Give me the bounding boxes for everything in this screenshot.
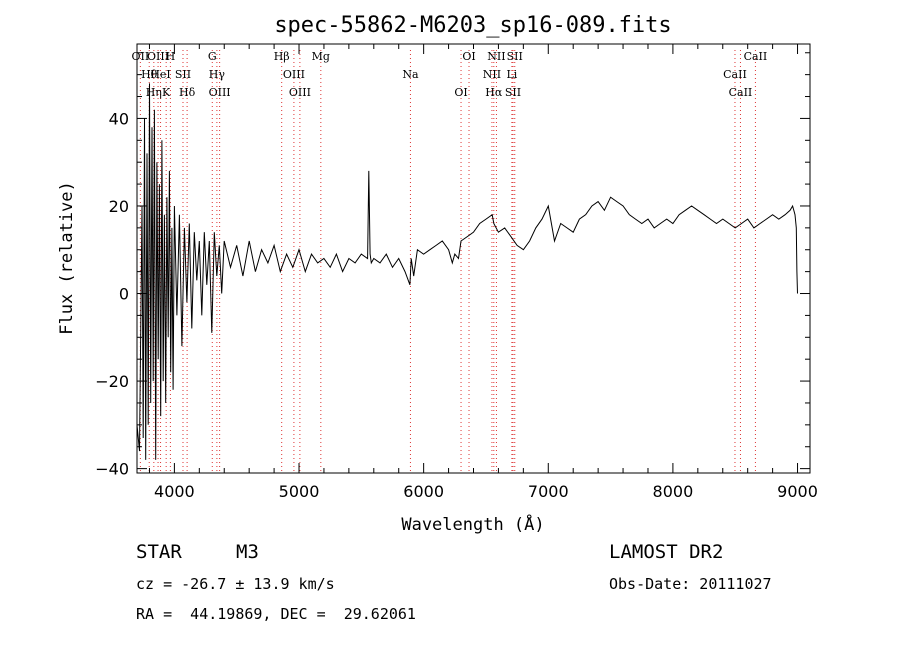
x-axis-label: Wavelength (Å) xyxy=(401,513,544,535)
line-label-24: Li xyxy=(506,68,517,81)
line-label-16: Na xyxy=(402,68,419,81)
line-label-22: SII xyxy=(505,86,521,99)
line-label-17: OI xyxy=(454,86,467,99)
y-tick-label-0: −40 xyxy=(95,460,129,479)
line-label-14: Hβ xyxy=(274,50,290,63)
plot-frame xyxy=(136,43,811,474)
line-label-13: OIII xyxy=(283,68,305,81)
x-tick-label-4: 8000 xyxy=(653,482,694,501)
spectrum-series-line xyxy=(136,83,798,460)
line-label-11: G xyxy=(208,50,217,63)
line-label-6: SII xyxy=(175,68,191,81)
line-label-25: CaII xyxy=(729,86,753,99)
object-class: STAR xyxy=(136,541,182,563)
line-label-4: K xyxy=(162,86,171,99)
y-tick-label-2: 0 xyxy=(119,285,129,304)
object-subclass: M3 xyxy=(236,541,259,563)
chart-title: spec-55862-M6203_sp16-089.fits xyxy=(274,13,671,38)
y-tick-label-1: −20 xyxy=(95,372,129,391)
axis-ticks: 4000 5000 6000 7000 8000 9000 −40 −20 0 20 40 xyxy=(95,44,818,501)
line-label-7: H xyxy=(166,50,176,63)
line-label-9: OIII xyxy=(209,86,231,99)
line-label-27: CaII xyxy=(744,50,768,63)
survey-name: LAMOST DR2 xyxy=(609,541,724,563)
line-label-18: OI xyxy=(462,50,475,63)
line-label-2: OIII xyxy=(147,50,169,63)
x-tick-label-5: 9000 xyxy=(777,482,818,501)
line-label-15: Mg xyxy=(312,50,330,63)
redshift-cz: cz = -26.7 ± 13.9 km/s xyxy=(136,575,335,593)
x-tick-label-1: 5000 xyxy=(279,482,320,501)
emission-line-markers xyxy=(139,50,756,473)
line-labels: OII Hθ Hη OIII HeI K H SII Hδ G Hγ OIII Hβ OIII OIII Mg… xyxy=(132,50,768,99)
line-label-12: OIII xyxy=(289,86,311,99)
line-label-8: Hδ xyxy=(179,86,196,99)
coordinates: RA = 44.19869, DEC = 29.62061 xyxy=(136,605,416,623)
line-label-3: Hη xyxy=(146,86,162,99)
observation-date: Obs-Date: 20111027 xyxy=(609,575,772,593)
y-tick-label-3: 20 xyxy=(109,197,129,216)
line-label-23: SII xyxy=(507,50,523,63)
line-label-20: NII xyxy=(483,68,501,81)
line-label-21: NII xyxy=(487,50,505,63)
line-label-0: Hθ xyxy=(141,68,158,81)
line-label-1: OII xyxy=(132,50,150,63)
x-tick-label-0: 4000 xyxy=(154,482,195,501)
x-tick-label-2: 6000 xyxy=(403,482,444,501)
line-label-10: Hγ xyxy=(209,68,226,81)
line-label-19: Hα xyxy=(485,86,503,99)
x-tick-label-3: 7000 xyxy=(528,482,569,501)
y-tick-label-4: 40 xyxy=(109,109,129,128)
line-label-5: HeI xyxy=(150,68,170,81)
y-axis-label: Flux (relative) xyxy=(57,181,77,335)
line-label-26: CaII xyxy=(723,68,747,81)
